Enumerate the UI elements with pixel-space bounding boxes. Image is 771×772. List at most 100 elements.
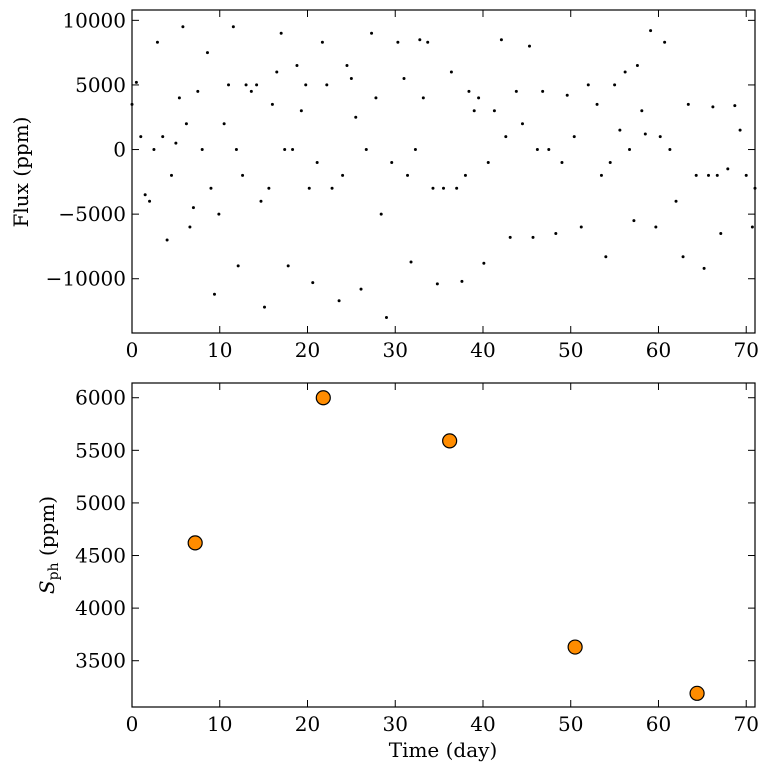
data-point: [618, 128, 622, 132]
data-point: [694, 173, 698, 177]
y-tick-label: 3500: [75, 649, 126, 673]
data-point: [567, 639, 583, 655]
data-point: [565, 93, 569, 97]
data-point: [267, 186, 271, 190]
x-tick-label: 10: [207, 712, 232, 736]
data-point: [613, 83, 617, 87]
data-point: [514, 89, 518, 93]
data-point: [572, 135, 576, 139]
data-point: [406, 173, 410, 177]
data-point: [311, 281, 315, 285]
data-point: [463, 173, 467, 177]
data-point: [299, 109, 303, 113]
data-point: [174, 141, 178, 145]
data-point: [702, 266, 706, 270]
plot-frame: [131, 382, 756, 708]
data-point: [632, 219, 636, 223]
data-point: [152, 148, 156, 152]
data-point: [750, 225, 754, 229]
y-tick-label: 4500: [75, 544, 126, 568]
data-point: [623, 70, 627, 74]
data-point: [599, 173, 603, 177]
x-tick-label: 10: [207, 338, 232, 362]
y-label-unit: (ppm): [35, 496, 59, 563]
data-point: [640, 109, 644, 113]
data-point: [169, 173, 173, 177]
data-point: [658, 135, 662, 139]
data-point: [733, 104, 737, 108]
data-point: [604, 255, 608, 259]
data-point: [744, 173, 748, 177]
y-tick-label: 10000: [62, 8, 126, 32]
data-point: [426, 40, 430, 44]
y-tick-label: −10000: [46, 267, 126, 291]
data-point: [200, 148, 204, 152]
y-tick-label: 4000: [75, 596, 126, 620]
data-point: [191, 206, 195, 210]
data-point: [259, 199, 263, 203]
y-tick-label: 6000: [75, 386, 126, 410]
data-point: [286, 264, 290, 268]
data-point: [418, 38, 422, 42]
data-point: [482, 261, 486, 265]
data-point: [586, 83, 590, 87]
data-point: [608, 160, 612, 164]
data-point: [686, 102, 690, 106]
data-point: [255, 83, 259, 87]
data-point: [304, 83, 308, 87]
data-point: [379, 212, 383, 216]
data-point: [283, 148, 287, 152]
data-point: [222, 122, 226, 126]
data-point: [554, 232, 558, 236]
data-point: [635, 64, 639, 68]
x-tick-label: 30: [383, 338, 408, 362]
data-point: [409, 260, 413, 264]
data-point: [165, 238, 169, 242]
data-point: [307, 186, 311, 190]
data-point: [270, 102, 274, 106]
data-point: [715, 173, 719, 177]
data-point: [155, 40, 159, 44]
data-point: [738, 128, 742, 132]
y-tick-label: 5000: [75, 73, 126, 97]
data-point: [472, 109, 476, 113]
x-tick-label: 40: [470, 338, 495, 362]
data-point: [143, 193, 147, 197]
data-point: [181, 25, 185, 29]
data-point: [374, 96, 378, 100]
data-point: [217, 212, 221, 216]
data-point: [262, 305, 266, 309]
x-tick-label: 50: [558, 712, 583, 736]
data-point: [663, 40, 667, 44]
data-point: [134, 80, 138, 84]
data-point: [315, 160, 319, 164]
data-point: [579, 225, 583, 229]
y-label-subscript: ph: [46, 562, 62, 580]
y-axis-label: Sph (ppm): [35, 496, 62, 594]
data-point: [291, 148, 295, 152]
data-point: [384, 315, 388, 319]
data-point: [148, 199, 152, 203]
data-point: [341, 173, 345, 177]
data-point: [196, 89, 200, 93]
data-point: [486, 160, 490, 164]
data-point: [531, 235, 535, 239]
y-tick-label: 5000: [75, 491, 126, 515]
x-tick-label: 60: [646, 338, 671, 362]
data-point: [209, 186, 213, 190]
data-point: [726, 167, 730, 171]
data-point: [431, 186, 435, 190]
data-point: [706, 173, 710, 177]
data-point: [560, 160, 564, 164]
data-point: [520, 122, 524, 126]
data-point: [325, 83, 329, 87]
data-point: [315, 390, 331, 406]
data-point: [227, 83, 231, 87]
data-point: [477, 96, 481, 100]
data-point: [184, 122, 188, 126]
y-tick-label: 0: [113, 138, 126, 162]
plot-frame: [131, 9, 756, 334]
data-point: [674, 199, 678, 203]
data-point: [455, 186, 459, 190]
